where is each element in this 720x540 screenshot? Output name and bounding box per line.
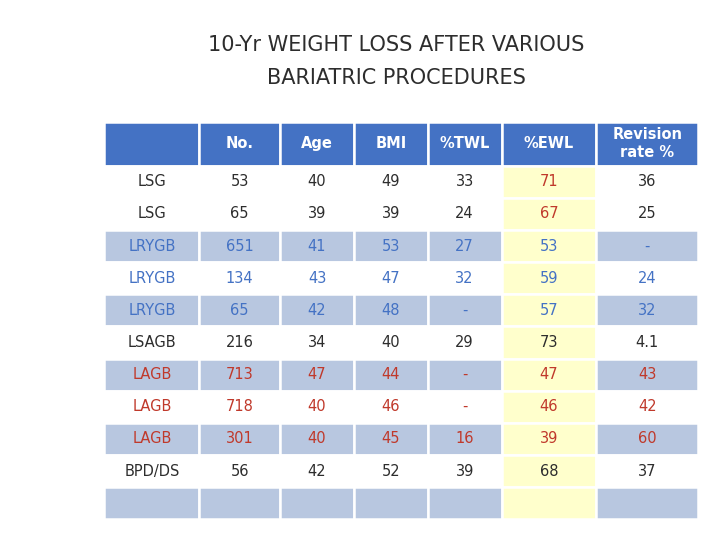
- Text: 41: 41: [307, 239, 326, 254]
- Text: No.: No.: [225, 136, 253, 151]
- Text: 37: 37: [638, 463, 657, 478]
- Text: 43: 43: [638, 367, 657, 382]
- Text: 42: 42: [638, 399, 657, 414]
- Text: 53: 53: [382, 239, 400, 254]
- Text: LSG: LSG: [138, 206, 166, 221]
- Text: 45: 45: [382, 431, 400, 447]
- Text: 46: 46: [540, 399, 558, 414]
- Text: 24: 24: [455, 206, 474, 221]
- Text: 42: 42: [307, 463, 326, 478]
- Text: 59: 59: [540, 271, 558, 286]
- Text: 40: 40: [307, 431, 326, 447]
- Text: LRYGB: LRYGB: [128, 271, 176, 286]
- Text: 60: 60: [638, 431, 657, 447]
- Text: 47: 47: [540, 367, 558, 382]
- Text: LAGB: LAGB: [132, 399, 171, 414]
- Text: 71: 71: [540, 174, 558, 190]
- Text: 39: 39: [308, 206, 326, 221]
- Text: 53: 53: [540, 239, 558, 254]
- Text: -: -: [644, 239, 650, 254]
- Text: 65: 65: [230, 206, 249, 221]
- Text: LSAGB: LSAGB: [127, 335, 176, 350]
- Text: Revision
rate %: Revision rate %: [613, 127, 683, 160]
- Text: 25: 25: [638, 206, 657, 221]
- Text: -: -: [462, 303, 467, 318]
- Text: 53: 53: [230, 174, 249, 190]
- Text: BARIATRIC PROCEDURES: BARIATRIC PROCEDURES: [266, 68, 526, 87]
- Text: 68: 68: [540, 463, 558, 478]
- Text: LAGB: LAGB: [132, 367, 171, 382]
- Text: BPD/DS: BPD/DS: [124, 463, 179, 478]
- Text: BMI: BMI: [375, 136, 407, 151]
- Text: 10-Yr WEIGHT LOSS AFTER VARIOUS: 10-Yr WEIGHT LOSS AFTER VARIOUS: [208, 35, 584, 55]
- Text: 134: 134: [226, 271, 253, 286]
- Text: LSG: LSG: [138, 174, 166, 190]
- Text: 56: 56: [230, 463, 249, 478]
- Text: 32: 32: [638, 303, 657, 318]
- Text: -: -: [462, 367, 467, 382]
- Text: 29: 29: [455, 335, 474, 350]
- Text: 44: 44: [382, 367, 400, 382]
- Text: 46: 46: [382, 399, 400, 414]
- Text: LRYGB: LRYGB: [128, 303, 176, 318]
- Text: %EWL: %EWL: [524, 136, 574, 151]
- Text: 34: 34: [308, 335, 326, 350]
- Text: 52: 52: [382, 463, 400, 478]
- Text: 40: 40: [307, 174, 326, 190]
- Text: 47: 47: [382, 271, 400, 286]
- Text: 67: 67: [540, 206, 558, 221]
- Text: 32: 32: [456, 271, 474, 286]
- Text: 33: 33: [456, 174, 474, 190]
- Text: %TWL: %TWL: [439, 136, 490, 151]
- Text: LRYGB: LRYGB: [128, 239, 176, 254]
- Text: 713: 713: [226, 367, 253, 382]
- Text: 39: 39: [382, 206, 400, 221]
- Text: -: -: [462, 399, 467, 414]
- Text: 27: 27: [455, 239, 474, 254]
- Text: 40: 40: [307, 399, 326, 414]
- Text: 48: 48: [382, 303, 400, 318]
- Text: 42: 42: [307, 303, 326, 318]
- Text: 216: 216: [226, 335, 253, 350]
- Text: 47: 47: [307, 367, 326, 382]
- Text: 718: 718: [226, 399, 253, 414]
- Text: 49: 49: [382, 174, 400, 190]
- Text: 4.1: 4.1: [636, 335, 659, 350]
- Text: 36: 36: [638, 174, 657, 190]
- Text: 43: 43: [308, 271, 326, 286]
- Text: 301: 301: [226, 431, 253, 447]
- Text: 73: 73: [540, 335, 558, 350]
- Text: 39: 39: [540, 431, 558, 447]
- Text: 39: 39: [456, 463, 474, 478]
- Text: 24: 24: [638, 271, 657, 286]
- Text: 57: 57: [540, 303, 558, 318]
- Text: 651: 651: [226, 239, 253, 254]
- Text: LAGB: LAGB: [132, 431, 171, 447]
- Text: 65: 65: [230, 303, 249, 318]
- Text: 16: 16: [456, 431, 474, 447]
- Text: 40: 40: [382, 335, 400, 350]
- Text: Age: Age: [301, 136, 333, 151]
